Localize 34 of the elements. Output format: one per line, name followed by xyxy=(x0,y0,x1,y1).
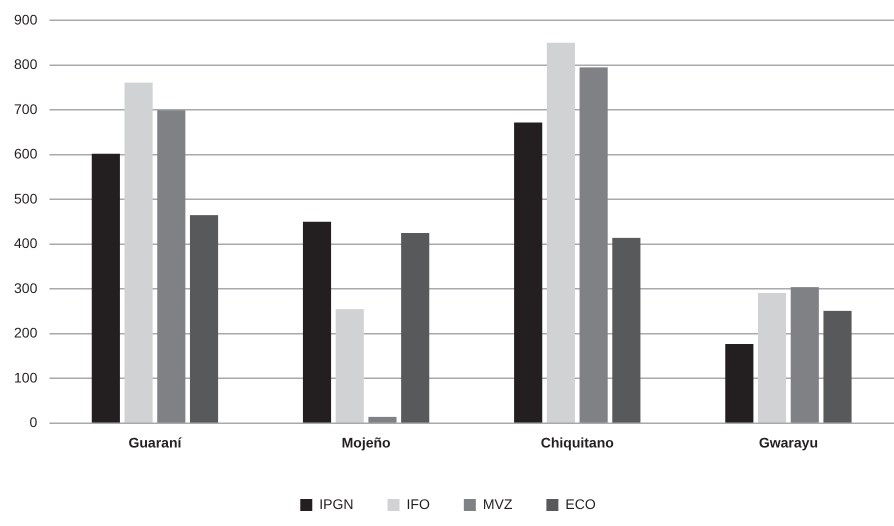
legend-label: IPGN xyxy=(319,496,354,512)
legend-label: ECO xyxy=(565,496,596,512)
bar xyxy=(190,215,218,422)
bar xyxy=(368,416,397,422)
bar xyxy=(612,238,640,422)
y-tick-label: 400 xyxy=(14,235,38,252)
x-tick-label: Gwarayu xyxy=(758,434,818,450)
bar xyxy=(758,292,786,422)
y-tick-label: 300 xyxy=(14,280,38,296)
bar xyxy=(725,344,754,422)
bar xyxy=(92,154,120,422)
y-tick-label: 800 xyxy=(14,56,38,72)
bar xyxy=(124,82,153,422)
y-tick-label: 0 xyxy=(30,414,38,430)
legend-label: MVZ xyxy=(482,496,513,512)
y-tick-label: 600 xyxy=(14,146,38,162)
x-tick-label: Guaraní xyxy=(128,434,182,450)
y-tick-label: 200 xyxy=(14,324,38,341)
bar xyxy=(302,222,332,422)
x-tick-label: Chiquitano xyxy=(540,434,614,450)
y-tick-label: 700 xyxy=(14,100,38,117)
bar xyxy=(823,310,852,422)
legend-label: IFO xyxy=(406,496,430,512)
y-tick-label: 900 xyxy=(14,11,38,28)
bar xyxy=(401,232,430,422)
bar xyxy=(336,309,364,422)
bar xyxy=(790,287,819,422)
bar xyxy=(157,110,186,422)
bar xyxy=(580,67,608,422)
x-tick-label: Mojeño xyxy=(342,434,391,450)
bar xyxy=(514,122,542,422)
y-tick-label: 100 xyxy=(14,369,38,386)
y-tick-label: 500 xyxy=(14,190,38,206)
bar xyxy=(546,42,575,422)
